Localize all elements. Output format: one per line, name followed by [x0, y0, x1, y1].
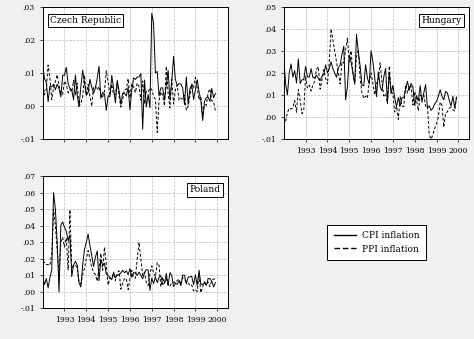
Text: Hungary: Hungary	[421, 16, 462, 25]
Text: Poland: Poland	[190, 185, 221, 195]
Legend: CPI inflation, PPI inflation: CPI inflation, PPI inflation	[328, 225, 426, 260]
Text: Czech Republic: Czech Republic	[50, 16, 121, 25]
